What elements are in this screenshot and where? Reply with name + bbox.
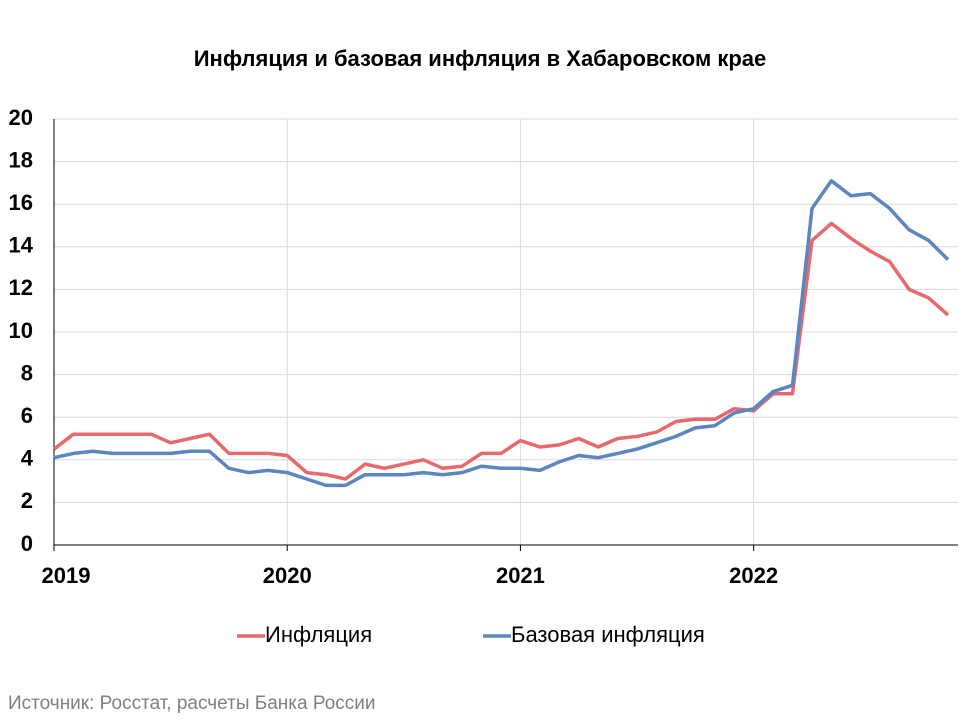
x-tick-label: 2020 (263, 563, 312, 588)
y-tick-label: 0 (21, 531, 33, 556)
y-tick-label: 14 (9, 233, 34, 258)
x-tick-label: 2022 (729, 563, 778, 588)
y-tick-label: 16 (9, 190, 33, 215)
y-tick-label: 12 (9, 275, 33, 300)
line-series (53, 179, 950, 488)
chart-title: Инфляция и базовая инфляция в Хабаровско… (194, 46, 767, 71)
y-tick-label: 6 (21, 403, 33, 428)
y-tick-label: 10 (9, 318, 33, 343)
legend-label: Инфляция (265, 622, 372, 647)
y-tick-label: 4 (21, 446, 34, 471)
x-tick-label: 2021 (496, 563, 545, 588)
source: Источник: Росстат, расчеты Банка России (8, 693, 376, 714)
x-tick-label: 2019 (42, 563, 91, 588)
y-tick-label: 20 (9, 105, 33, 130)
line-series (52, 221, 950, 481)
y-tick-label: 2 (21, 488, 33, 513)
legend-label: Базовая инфляция (511, 622, 705, 647)
y-tick-label: 8 (21, 360, 33, 385)
y-tick-label: 18 (9, 147, 33, 172)
